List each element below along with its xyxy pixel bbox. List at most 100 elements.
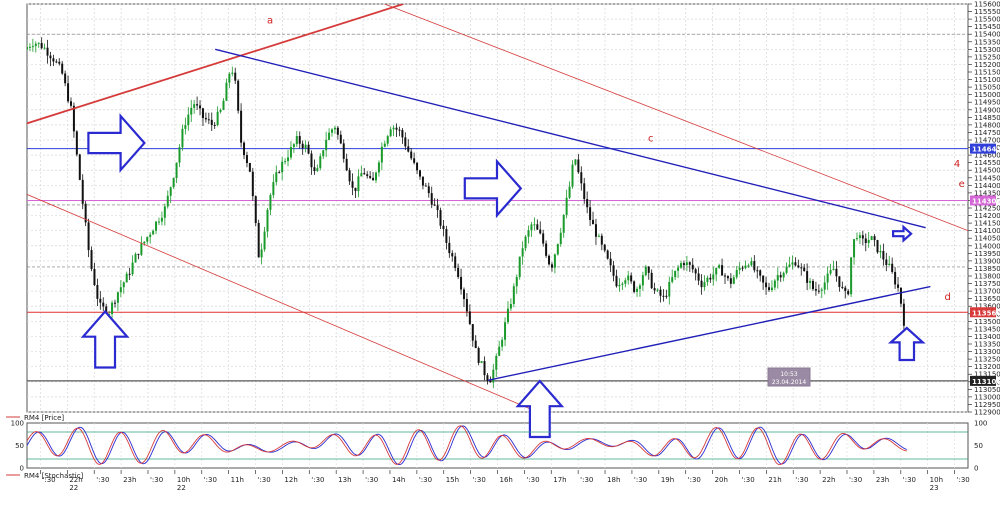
candle-body (659, 289, 662, 296)
candle-body (897, 284, 900, 288)
indicator-y-tick-label-left: 50 (15, 442, 24, 450)
candle-body (492, 369, 495, 383)
candle-body (319, 156, 322, 169)
y-tick-label: 112950 (974, 401, 1000, 409)
candle-body (512, 286, 515, 305)
candle-body (363, 173, 366, 175)
candle-body (360, 173, 363, 177)
y-tick-label: 115600 (974, 1, 1000, 9)
candle-body (779, 275, 782, 278)
candle-body (278, 172, 281, 174)
candle-body (222, 100, 225, 110)
candle-body (310, 153, 313, 168)
candle-body (436, 205, 439, 211)
price-tag-label: 114643 (972, 146, 1000, 154)
candle-body (724, 275, 727, 277)
y-tick-label: 113800 (974, 273, 1000, 281)
candle-body (612, 265, 615, 276)
y-tick-label: 114950 (974, 99, 1000, 107)
indicator-y-tick-label-left: 100 (11, 420, 24, 428)
candle-body (515, 277, 518, 287)
x-tick-label: ':30 (311, 476, 324, 484)
candle-body (486, 375, 489, 381)
candle-body (885, 259, 888, 266)
candle-body (647, 266, 650, 273)
y-tick-label: 114450 (974, 174, 1000, 182)
candle-body (594, 224, 597, 237)
y-tick-label: 113150 (974, 371, 1000, 379)
candle-body (870, 236, 873, 240)
indicator-y-tick-label: 100 (974, 420, 987, 428)
x-tick-label: 23h (876, 476, 889, 484)
candle-body (316, 168, 319, 172)
candle-body (125, 273, 128, 283)
candle-body (498, 346, 501, 356)
x-tick-label: 21h (768, 476, 781, 484)
candle-body (530, 224, 533, 231)
candle-body (806, 271, 809, 283)
candle-body (178, 147, 181, 163)
x-tick-label: ':30 (204, 476, 217, 484)
candle-body (31, 46, 34, 48)
candle-body (509, 304, 512, 309)
candle-body (765, 282, 768, 288)
candle-body (78, 154, 81, 180)
candle-body (656, 289, 659, 291)
candle-body (767, 287, 770, 291)
candle-body (697, 273, 700, 281)
candle-body (424, 185, 427, 187)
candle-body (685, 262, 688, 266)
candle-body (665, 295, 668, 297)
candle-body (753, 261, 756, 271)
x-tick-label: 20h (715, 476, 728, 484)
candle-body (568, 186, 571, 198)
y-tick-label: 114500 (974, 167, 1000, 175)
x-tick-label: 19h (661, 476, 674, 484)
candle-body (163, 206, 166, 218)
candle-body (225, 82, 228, 101)
candle-body (630, 275, 633, 282)
candle-body (715, 267, 718, 275)
indicator-y-tick-label-left: 0 (20, 465, 24, 473)
candle-body (756, 270, 759, 272)
candle-body (58, 61, 61, 64)
candle-body (879, 250, 882, 253)
candle-body (709, 277, 712, 280)
candle-body (345, 158, 348, 171)
candle-body (536, 224, 539, 230)
x-tick-label: 18h (607, 476, 620, 484)
candle-body (483, 361, 486, 376)
candle-body (721, 265, 724, 276)
candle-body (113, 302, 116, 304)
candle-body (228, 73, 231, 83)
candle-body (586, 199, 589, 208)
candle-body (27, 47, 28, 50)
candle-body (712, 274, 715, 280)
trend-line (27, 4, 404, 125)
y-tick-label: 114750 (974, 129, 1000, 137)
y-tick-label: 115550 (974, 8, 1000, 16)
candle-body (152, 230, 155, 235)
candlestick-series (27, 37, 905, 389)
y-tick-label: 114100 (974, 227, 1000, 235)
x-tick-label: ':30 (903, 476, 916, 484)
y-tick-label: 114700 (974, 137, 1000, 145)
candle-body (894, 271, 897, 285)
y-tick-label: 113850 (974, 265, 1000, 273)
candle-body (181, 128, 184, 148)
candle-body (603, 244, 606, 251)
candle-body (105, 306, 108, 315)
candle-body (817, 290, 820, 292)
indicator-series-line (27, 425, 907, 466)
crosshair-date: 23.04.2014 (772, 379, 807, 386)
candle-body (325, 139, 328, 151)
candle-body (841, 286, 844, 288)
candle-body (867, 239, 870, 243)
y-tick-label: 114250 (974, 205, 1000, 213)
candle-body (289, 147, 292, 158)
candle-body (776, 275, 779, 281)
candle-body (677, 267, 680, 271)
candle-body (454, 256, 457, 268)
